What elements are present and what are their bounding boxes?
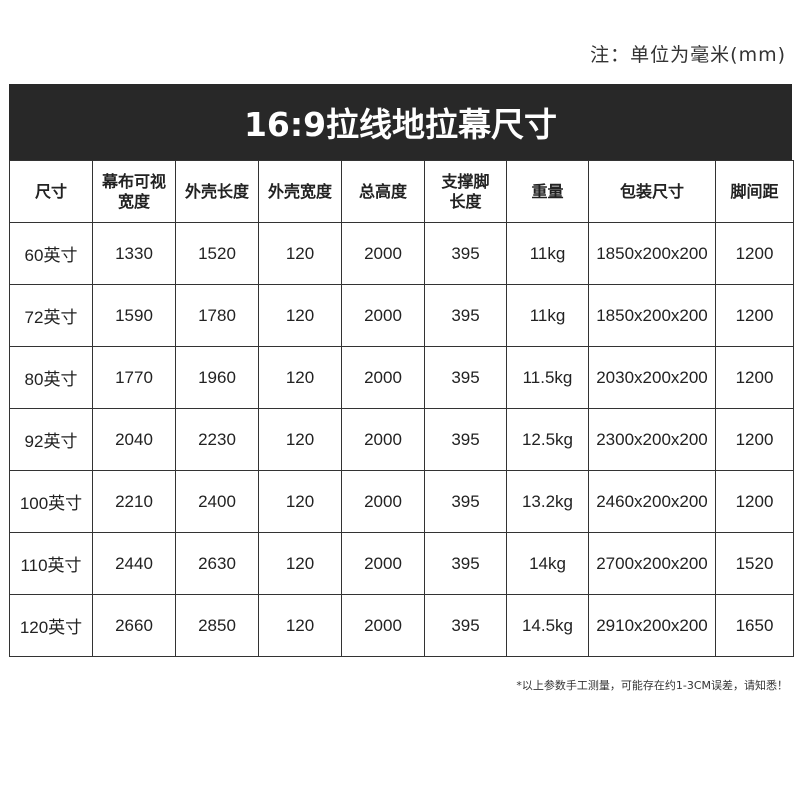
table-cell: 395 — [424, 470, 507, 533]
table-row: 120英寸 2660 2850 120 2000 395 14.5kg 2910x200x20… — [9, 594, 794, 657]
table-cell: 2210 — [92, 470, 176, 533]
column-header-label: 支撑脚长度 — [441, 171, 490, 211]
column-header-label: 尺寸 — [34, 181, 67, 201]
table-cell: 11kg — [506, 222, 589, 285]
table-cell: 2000 — [341, 532, 425, 595]
table-cell: 395 — [424, 532, 507, 595]
table-cell: 13.2kg — [506, 470, 589, 533]
table-cell: 395 — [424, 408, 507, 471]
table-cell: 92英寸 — [9, 408, 93, 471]
table-cell: 1650 — [715, 594, 794, 657]
table-row: 72英寸 1590 1780 120 2000 395 11kg 1850x200x200 12… — [9, 284, 794, 347]
table-cell: 120 — [258, 408, 342, 471]
table-cell: 11.5kg — [506, 346, 589, 409]
column-header: 脚间距 — [715, 160, 794, 223]
table-cell: 2700x200x200 — [588, 532, 716, 595]
table-cell: 1200 — [715, 470, 794, 533]
table-cell: 120 — [258, 470, 342, 533]
table-cell: 1770 — [92, 346, 176, 409]
table-cell: 2440 — [92, 532, 176, 595]
table-cell: 2000 — [341, 284, 425, 347]
column-header: 外壳宽度 — [258, 160, 342, 223]
table-cell: 2000 — [341, 408, 425, 471]
column-header-label: 外壳宽度 — [267, 181, 332, 201]
table-cell: 1850x200x200 — [588, 222, 716, 285]
column-header-label: 脚间距 — [730, 181, 779, 201]
table-cell: 60英寸 — [9, 222, 93, 285]
size-table: 尺寸 幕布可视宽度 外壳长度 外壳宽度 总高度 支撑脚长度 重量 包装尺寸 脚间距 60英寸 13… — [9, 160, 794, 657]
table-cell: 2630 — [175, 532, 259, 595]
table-cell: 395 — [424, 346, 507, 409]
table-cell: 2910x200x200 — [588, 594, 716, 657]
table-cell: 12.5kg — [506, 408, 589, 471]
column-header-label: 重量 — [531, 181, 564, 201]
table-cell: 2850 — [175, 594, 259, 657]
table-cell: 1520 — [715, 532, 794, 595]
table-cell: 2660 — [92, 594, 176, 657]
table-cell: 2300x200x200 — [588, 408, 716, 471]
column-header: 尺寸 — [9, 160, 93, 223]
column-header: 包装尺寸 — [588, 160, 716, 223]
table-cell: 1590 — [92, 284, 176, 347]
table-cell: 1200 — [715, 284, 794, 347]
table-cell: 1520 — [175, 222, 259, 285]
table-cell: 1200 — [715, 346, 794, 409]
column-header-label: 外壳长度 — [184, 181, 249, 201]
column-header: 总高度 — [341, 160, 425, 223]
table-row: 60英寸 1330 1520 120 2000 395 11kg 1850x200x200 12… — [9, 222, 794, 285]
page-title: 16:9拉线地拉幕尺寸 — [9, 84, 792, 160]
table-cell: 2000 — [341, 470, 425, 533]
table-cell: 14.5kg — [506, 594, 589, 657]
table-cell: 120 — [258, 346, 342, 409]
table-cell: 80英寸 — [9, 346, 93, 409]
column-header: 支撑脚长度 — [424, 160, 507, 223]
table-cell: 1850x200x200 — [588, 284, 716, 347]
table-cell: 120 — [258, 222, 342, 285]
table-row: 100英寸 2210 2400 120 2000 395 13.2kg 2460x200x20… — [9, 470, 794, 533]
column-header-label: 幕布可视宽度 — [101, 171, 166, 211]
column-header: 外壳长度 — [175, 160, 259, 223]
table-cell: 2000 — [341, 346, 425, 409]
table-cell: 2040 — [92, 408, 176, 471]
table-cell: 1780 — [175, 284, 259, 347]
table-cell: 110英寸 — [9, 532, 93, 595]
table-cell: 1960 — [175, 346, 259, 409]
table-row: 80英寸 1770 1960 120 2000 395 11.5kg 2030x200x200… — [9, 346, 794, 409]
table-cell: 395 — [424, 594, 507, 657]
table-cell: 120 — [258, 594, 342, 657]
table-cell: 120英寸 — [9, 594, 93, 657]
table-cell: 2400 — [175, 470, 259, 533]
table-cell: 2230 — [175, 408, 259, 471]
table-cell: 1200 — [715, 222, 794, 285]
table-cell: 395 — [424, 284, 507, 347]
column-header: 重量 — [506, 160, 589, 223]
table-cell: 120 — [258, 532, 342, 595]
column-header-label: 总高度 — [358, 181, 407, 201]
table-cell: 2030x200x200 — [588, 346, 716, 409]
column-header: 幕布可视宽度 — [92, 160, 176, 223]
table-cell: 72英寸 — [9, 284, 93, 347]
unit-note: 注：单位为毫米(mm) — [590, 44, 786, 66]
table-cell: 100英寸 — [9, 470, 93, 533]
table-cell: 2460x200x200 — [588, 470, 716, 533]
table-cell: 120 — [258, 284, 342, 347]
table-cell: 395 — [424, 222, 507, 285]
table-cell: 11kg — [506, 284, 589, 347]
table-cell: 2000 — [341, 222, 425, 285]
table-cell: 14kg — [506, 532, 589, 595]
table-cell: 2000 — [341, 594, 425, 657]
footnote: *以上参数手工测量，可能存在约1-3CM误差，请知悉！ — [516, 679, 788, 692]
table-cell: 1330 — [92, 222, 176, 285]
table-row: 110英寸 2440 2630 120 2000 395 14kg 2700x200x200 1… — [9, 532, 794, 595]
column-header-label: 包装尺寸 — [619, 181, 684, 201]
table-row: 92英寸 2040 2230 120 2000 395 12.5kg 2300x200x200… — [9, 408, 794, 471]
header-row: 尺寸 幕布可视宽度 外壳长度 外壳宽度 总高度 支撑脚长度 重量 包装尺寸 脚间距 — [9, 160, 794, 223]
table-cell: 1200 — [715, 408, 794, 471]
